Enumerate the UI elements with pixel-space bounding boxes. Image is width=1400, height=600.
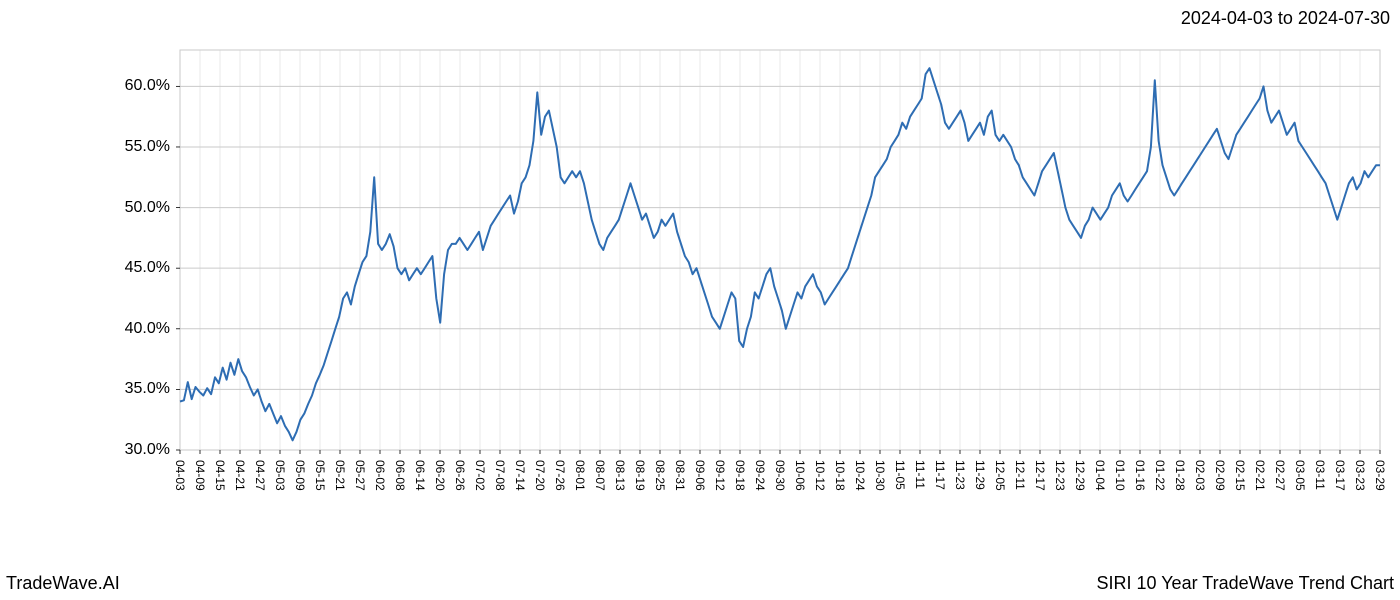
x-tick-label: 09-24 (753, 460, 767, 491)
x-tick-label: 12-29 (1073, 460, 1087, 491)
x-tick-label: 10-12 (813, 460, 827, 491)
y-tick-label: 40.0% (90, 320, 170, 338)
y-tick-label: 55.0% (90, 138, 170, 156)
y-tick-label: 50.0% (90, 199, 170, 217)
x-tick-label: 12-11 (1013, 460, 1027, 490)
x-tick-label: 04-27 (253, 460, 267, 491)
x-tick-label: 02-09 (1213, 460, 1227, 491)
x-tick-label: 06-08 (393, 460, 407, 491)
x-tick-label: 06-14 (413, 460, 427, 491)
brand-label: TradeWave.AI (6, 573, 120, 594)
x-tick-label: 06-02 (373, 460, 387, 491)
x-tick-label: 03-17 (1333, 460, 1347, 491)
x-tick-label: 07-20 (533, 460, 547, 491)
y-tick-label: 45.0% (90, 259, 170, 277)
x-tick-label: 08-07 (593, 460, 607, 491)
x-tick-label: 03-05 (1293, 460, 1307, 491)
x-tick-label: 10-24 (853, 460, 867, 491)
chart-container: 30.0% 35.0% 40.0% 45.0% 50.0% 55.0% 60.0% 04-0… (0, 40, 1400, 560)
x-tick-label: 05-21 (333, 460, 347, 491)
x-tick-label: 02-21 (1253, 460, 1267, 491)
x-tick-label: 06-20 (433, 460, 447, 491)
chart-title: SIRI 10 Year TradeWave Trend Chart (1097, 573, 1395, 594)
x-tick-label: 03-23 (1353, 460, 1367, 491)
x-tick-label: 10-18 (833, 460, 847, 491)
x-tick-label: 10-30 (873, 460, 887, 491)
x-tick-label: 09-30 (773, 460, 787, 491)
x-tick-label: 02-15 (1233, 460, 1247, 491)
x-tick-label: 07-08 (493, 460, 507, 491)
x-tick-label: 04-15 (213, 460, 227, 491)
x-tick-label: 01-28 (1173, 460, 1187, 491)
x-tick-label: 08-01 (573, 460, 587, 491)
date-range-label: 2024-04-03 to 2024-07-30 (1181, 8, 1390, 29)
x-tick-label: 12-05 (993, 460, 1007, 491)
x-tick-label: 09-12 (713, 460, 727, 491)
x-tick-label: 03-29 (1373, 460, 1387, 491)
y-tick-label: 30.0% (90, 441, 170, 459)
x-tick-label: 12-23 (1053, 460, 1067, 491)
y-tick-label: 35.0% (90, 380, 170, 398)
x-tick-label: 02-27 (1273, 460, 1287, 491)
x-tick-label: 04-03 (173, 460, 187, 491)
y-tick-label: 60.0% (90, 77, 170, 95)
x-tick-label: 09-18 (733, 460, 747, 491)
x-tick-label: 09-06 (693, 460, 707, 491)
x-tick-label: 12-17 (1033, 460, 1047, 491)
x-tick-label: 01-04 (1093, 460, 1107, 491)
x-tick-label: 11-23 (953, 460, 967, 490)
x-tick-label: 08-31 (673, 460, 687, 491)
x-tick-label: 01-16 (1133, 460, 1147, 491)
x-tick-label: 04-21 (233, 460, 247, 491)
x-tick-label: 07-26 (553, 460, 567, 491)
x-tick-label: 01-22 (1153, 460, 1167, 491)
x-tick-label: 04-09 (193, 460, 207, 491)
x-tick-label: 01-10 (1113, 460, 1127, 491)
x-tick-label: 08-13 (613, 460, 627, 491)
x-tick-label: 05-15 (313, 460, 327, 491)
x-tick-label: 11-11 (913, 460, 927, 489)
x-tick-label: 02-03 (1193, 460, 1207, 491)
x-tick-label: 08-19 (633, 460, 647, 491)
x-tick-label: 07-14 (513, 460, 527, 491)
x-tick-label: 05-09 (293, 460, 307, 491)
x-tick-label: 07-02 (473, 460, 487, 491)
x-tick-label: 06-26 (453, 460, 467, 491)
x-tick-label: 11-17 (933, 460, 947, 490)
x-tick-label: 05-27 (353, 460, 367, 491)
x-tick-label: 11-29 (973, 460, 987, 490)
x-tick-label: 05-03 (273, 460, 287, 491)
x-tick-label: 11-05 (893, 460, 907, 490)
x-tick-label: 08-25 (653, 460, 667, 491)
x-tick-label: 03-11 (1313, 460, 1327, 490)
x-tick-label: 10-06 (793, 460, 807, 491)
